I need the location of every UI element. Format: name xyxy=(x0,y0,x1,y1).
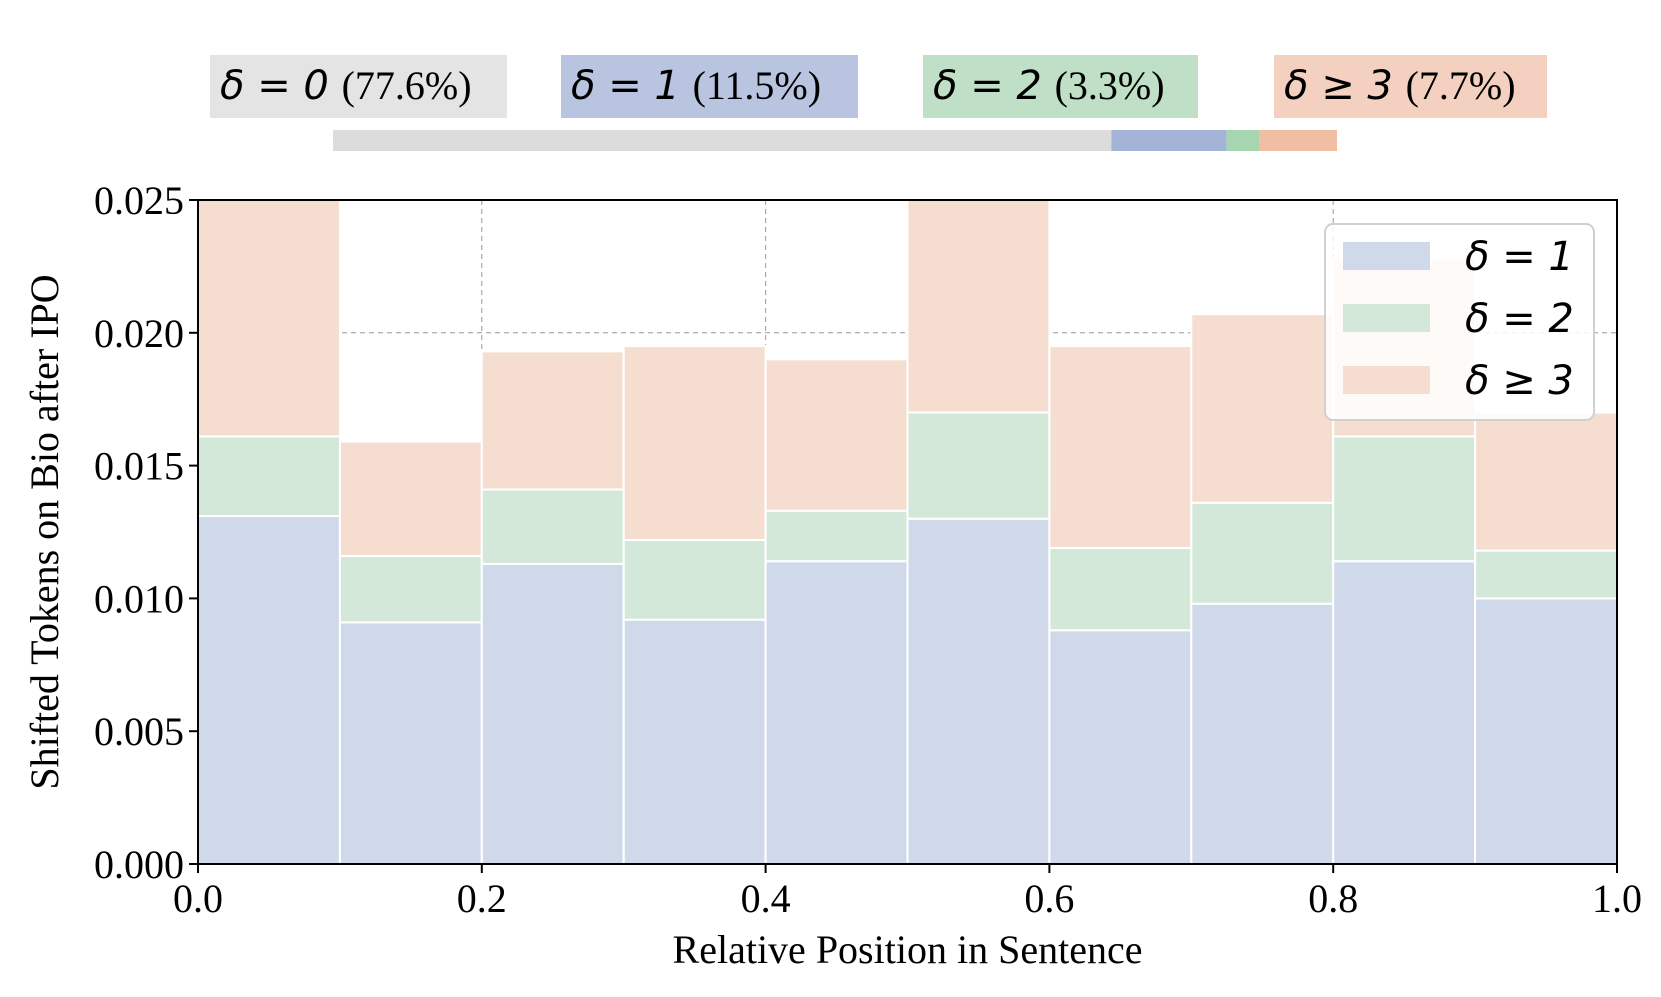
bar-segment xyxy=(480,562,625,865)
bar-segment xyxy=(622,618,767,866)
share-segment xyxy=(1226,130,1260,151)
y-tick-label: 0.025 xyxy=(94,178,184,223)
bar-segment xyxy=(1048,629,1193,865)
bar-segment xyxy=(480,350,625,491)
legend-label: δ = 1 xyxy=(1465,234,1574,280)
share-percent: (77.6%) xyxy=(342,63,472,108)
bar-segment xyxy=(764,560,909,865)
bar-segment xyxy=(1048,546,1193,632)
legend-label: δ ≥ 3 xyxy=(1465,358,1574,404)
share-label-box xyxy=(1274,55,1547,118)
legend-swatch xyxy=(1343,366,1430,394)
share-symbol: δ = 1 xyxy=(571,63,693,109)
x-axis-label: Relative Position in Sentence xyxy=(673,927,1143,972)
bar-segment xyxy=(1474,411,1618,552)
x-tick-label: 0.0 xyxy=(173,876,223,921)
y-tick-label: 0.020 xyxy=(94,311,184,356)
bar-segment xyxy=(906,199,1051,414)
bar-segment xyxy=(338,621,483,866)
share-percent: (11.5%) xyxy=(693,63,821,108)
share-proportion-bar xyxy=(333,130,1337,151)
share-percent: (7.7%) xyxy=(1406,63,1516,108)
x-tick-label: 0.6 xyxy=(1024,876,1074,921)
y-tick-label: 0.010 xyxy=(94,576,184,621)
bar-segment xyxy=(197,199,341,438)
share-symbol: δ = 0 xyxy=(220,63,342,109)
share-label-box xyxy=(561,55,858,118)
share-label: δ = 2 (3.3%) xyxy=(933,63,1165,109)
bar-segment xyxy=(1474,597,1618,866)
chart-legend: δ = 1 δ = 2 δ ≥ 3 xyxy=(1324,223,1595,421)
bar-segment xyxy=(906,517,1051,865)
histogram-bars xyxy=(197,199,1618,866)
bar-segment xyxy=(197,435,341,518)
bar-segment xyxy=(338,440,483,557)
legend-swatch xyxy=(1343,304,1430,332)
y-tick-label: 0.000 xyxy=(94,842,184,887)
share-percent: (3.3%) xyxy=(1055,63,1165,108)
share-label: δ = 1 (11.5%) xyxy=(571,63,821,109)
x-tick-label: 1.0 xyxy=(1592,876,1642,921)
bar-segment xyxy=(338,554,483,624)
x-tick-label: 0.2 xyxy=(457,876,507,921)
bar-segment xyxy=(1190,602,1335,865)
share-label: δ = 0 (77.6%) xyxy=(220,63,472,109)
legend-label: δ = 2 xyxy=(1465,296,1574,342)
bar-segment xyxy=(480,488,625,565)
axis-ticks: 0.0 0.2 0.4 0.6 0.8 1.0 0.000 0.005 0.010 0.015 0.… xyxy=(94,178,1642,921)
share-segment xyxy=(1111,130,1227,151)
share-symbol: δ = 2 xyxy=(933,63,1055,109)
bar-segment xyxy=(197,515,341,866)
bar-segment xyxy=(764,358,909,512)
x-tick-label: 0.4 xyxy=(741,876,791,921)
x-tick-label: 0.8 xyxy=(1308,876,1358,921)
plot-frame xyxy=(197,199,1618,865)
y-tick-label: 0.015 xyxy=(94,444,184,489)
bar-segment xyxy=(1190,313,1335,504)
share-segment xyxy=(333,130,1112,151)
y-tick-label: 0.005 xyxy=(94,709,184,754)
share-label: δ ≥ 3 (7.7%) xyxy=(1284,63,1516,109)
bar-segment xyxy=(622,538,767,621)
bar-segment xyxy=(1332,435,1477,563)
legend-swatch xyxy=(1343,242,1430,270)
y-axis-label: Shifted Tokens on Bio after IPO xyxy=(22,274,67,789)
bar-segment xyxy=(1190,501,1335,605)
bar-segment xyxy=(906,411,1051,520)
bar-segment xyxy=(764,509,909,563)
share-label-box xyxy=(923,55,1198,118)
share-label-box xyxy=(210,55,507,118)
bar-segment xyxy=(622,345,767,541)
share-segment xyxy=(1259,130,1337,151)
share-symbol: δ ≥ 3 xyxy=(1284,63,1406,109)
top-share-legend: δ = 0 (77.6%) δ = 1 (11.5%) δ = 2 (3.3%) δ … xyxy=(210,55,1547,118)
bar-segment xyxy=(1474,549,1618,600)
bar-segment xyxy=(1048,345,1193,549)
bar-segment xyxy=(1332,560,1477,865)
